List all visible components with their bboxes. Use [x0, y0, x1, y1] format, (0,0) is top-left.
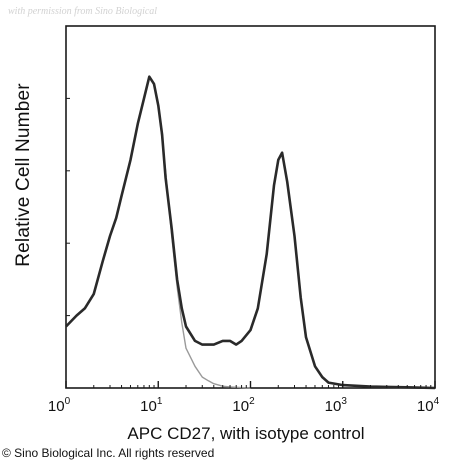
x-tick-label: 101	[140, 396, 163, 415]
series-layer	[65, 75, 436, 390]
x-tick-label: 104	[417, 396, 440, 415]
x-tick-label: 103	[325, 396, 348, 415]
x-axis-label: APC CD27, with isotype control	[127, 424, 365, 443]
x-tick-label: 102	[232, 396, 255, 415]
series-line-1	[65, 75, 436, 390]
plot-area-frame	[65, 25, 436, 389]
copyright-notice: © Sino Biological Inc. All rights reserv…	[2, 446, 215, 460]
x-tick-label: 100	[48, 396, 71, 415]
y-axis-label: Relative Cell Number	[13, 83, 34, 267]
watermark-text: with permission from Sino Biological	[8, 6, 158, 17]
